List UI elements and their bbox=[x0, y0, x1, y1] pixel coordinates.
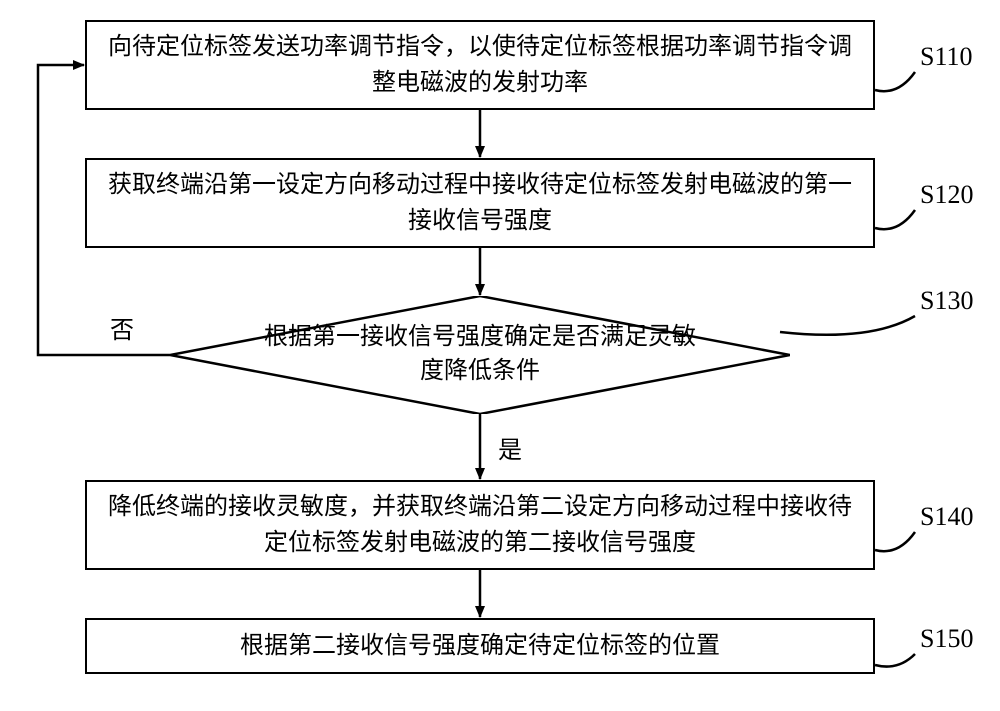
flow-node-s150: 根据第二接收信号强度确定待定位标签的位置 bbox=[85, 618, 875, 674]
step-label-s150-text: S150 bbox=[920, 624, 973, 653]
step-label-s110-text: S110 bbox=[920, 42, 973, 71]
flow-node-s130: 根据第一接收信号强度确定是否满足灵敏度降低条件 bbox=[170, 296, 790, 414]
flow-node-s120: 获取终端沿第一设定方向移动过程中接收待定位标签发射电磁波的第一接收信号强度 bbox=[85, 158, 875, 248]
edge-label-yes: 是 bbox=[498, 430, 522, 465]
flow-node-s110: 向待定位标签发送功率调节指令，以使待定位标签根据功率调节指令调整电磁波的发射功率 bbox=[85, 20, 875, 110]
edge-label-yes-text: 是 bbox=[498, 438, 522, 464]
flow-node-s140: 降低终端的接收灵敏度，并获取终端沿第二设定方向移动过程中接收待定位标签发射电磁波… bbox=[85, 480, 875, 570]
step-label-s110: S110 bbox=[920, 42, 973, 72]
flow-node-s120-text: 获取终端沿第一设定方向移动过程中接收待定位标签发射电磁波的第一接收信号强度 bbox=[107, 167, 853, 239]
step-label-s140: S140 bbox=[920, 502, 973, 532]
flow-node-s140-text: 降低终端的接收灵敏度，并获取终端沿第二设定方向移动过程中接收待定位标签发射电磁波… bbox=[107, 489, 853, 561]
edge-label-no: 否 bbox=[110, 310, 134, 345]
step-label-s140-text: S140 bbox=[920, 502, 973, 531]
step-label-s150: S150 bbox=[920, 624, 973, 654]
step-label-s130-text: S130 bbox=[920, 286, 973, 315]
step-label-s120: S120 bbox=[920, 180, 973, 210]
flow-node-s150-text: 根据第二接收信号强度确定待定位标签的位置 bbox=[240, 628, 720, 664]
edge-label-no-text: 否 bbox=[110, 318, 134, 344]
flow-node-s130-text: 根据第一接收信号强度确定是否满足灵敏度降低条件 bbox=[260, 321, 700, 388]
step-label-s130: S130 bbox=[920, 286, 973, 316]
flow-node-s110-text: 向待定位标签发送功率调节指令，以使待定位标签根据功率调节指令调整电磁波的发射功率 bbox=[107, 29, 853, 101]
step-label-s120-text: S120 bbox=[920, 180, 973, 209]
